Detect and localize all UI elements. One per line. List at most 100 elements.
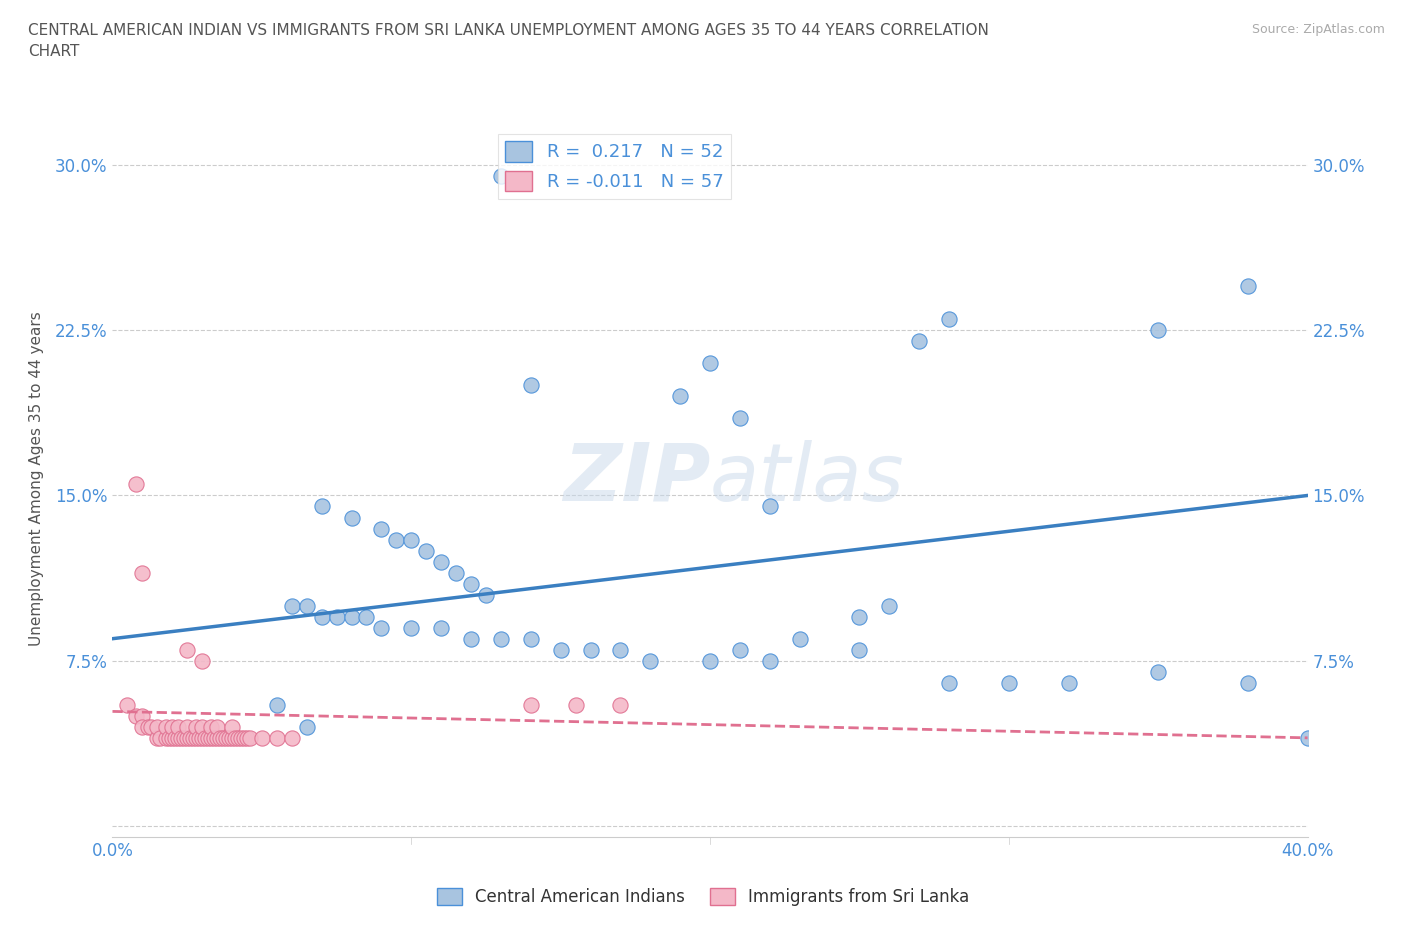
Point	[295, 720, 318, 735]
Point	[162, 720, 183, 735]
Point	[191, 720, 214, 735]
Point	[460, 631, 482, 646]
Point	[131, 709, 153, 724]
Point	[149, 730, 172, 745]
Point	[430, 554, 453, 569]
Point	[938, 312, 960, 326]
Point	[430, 620, 453, 635]
Text: CENTRAL AMERICAN INDIAN VS IMMIGRANTS FROM SRI LANKA UNEMPLOYMENT AMONG AGES 35 : CENTRAL AMERICAN INDIAN VS IMMIGRANTS FR…	[28, 23, 988, 60]
Point	[165, 730, 187, 745]
Point	[1057, 675, 1080, 690]
Point	[176, 720, 198, 735]
Point	[155, 730, 177, 745]
Point	[475, 587, 498, 602]
Point	[908, 334, 931, 349]
Point	[167, 730, 190, 745]
Point	[1147, 664, 1170, 679]
Point	[311, 609, 333, 624]
Point	[401, 532, 423, 547]
Point	[141, 720, 163, 735]
Point	[155, 720, 177, 735]
Point	[266, 698, 288, 712]
Point	[340, 510, 363, 525]
Point	[215, 730, 238, 745]
Legend: Central American Indians, Immigrants from Sri Lanka: Central American Indians, Immigrants fro…	[430, 881, 976, 912]
Point	[266, 730, 288, 745]
Point	[295, 598, 318, 613]
Point	[848, 609, 870, 624]
Point	[162, 730, 183, 745]
Point	[564, 698, 586, 712]
Point	[176, 730, 198, 745]
Point	[233, 730, 256, 745]
Point	[325, 609, 347, 624]
Point	[221, 730, 243, 745]
Point	[229, 730, 252, 745]
Point	[236, 730, 259, 745]
Point	[186, 720, 208, 735]
Point	[728, 411, 751, 426]
Point	[218, 730, 240, 745]
Point	[938, 675, 960, 690]
Point	[520, 378, 543, 392]
Point	[848, 643, 870, 658]
Y-axis label: Unemployment Among Ages 35 to 44 years: Unemployment Among Ages 35 to 44 years	[30, 312, 44, 646]
Point	[370, 521, 392, 536]
Point	[609, 698, 631, 712]
Point	[209, 730, 232, 745]
Point	[188, 730, 211, 745]
Point	[181, 730, 204, 745]
Point	[879, 598, 901, 613]
Point	[340, 609, 363, 624]
Point	[1147, 323, 1170, 338]
Point	[311, 499, 333, 514]
Point	[131, 720, 153, 735]
Point	[759, 499, 782, 514]
Point	[191, 730, 214, 745]
Point	[131, 565, 153, 580]
Point	[1296, 730, 1319, 745]
Point	[640, 653, 662, 668]
Point	[415, 543, 437, 558]
Point	[239, 730, 262, 745]
Point	[176, 643, 198, 658]
Point	[200, 730, 222, 745]
Point	[609, 643, 631, 658]
Point	[370, 620, 392, 635]
Point	[356, 609, 378, 624]
Point	[138, 720, 160, 735]
Text: ZIP: ZIP	[562, 440, 710, 518]
Point	[579, 643, 602, 658]
Point	[224, 730, 246, 745]
Point	[460, 577, 482, 591]
Point	[281, 730, 304, 745]
Text: Source: ZipAtlas.com: Source: ZipAtlas.com	[1251, 23, 1385, 36]
Point	[699, 356, 721, 371]
Legend: R =  0.217   N = 52, R = -0.011   N = 57: R = 0.217 N = 52, R = -0.011 N = 57	[498, 134, 731, 199]
Text: atlas: atlas	[710, 440, 905, 518]
Point	[200, 720, 222, 735]
Point	[125, 709, 148, 724]
Point	[173, 730, 195, 745]
Point	[281, 598, 304, 613]
Point	[669, 389, 692, 404]
Point	[401, 620, 423, 635]
Point	[998, 675, 1021, 690]
Point	[186, 730, 208, 745]
Point	[221, 720, 243, 735]
Point	[699, 653, 721, 668]
Point	[728, 643, 751, 658]
Point	[489, 168, 512, 183]
Point	[157, 730, 180, 745]
Point	[385, 532, 408, 547]
Point	[117, 698, 139, 712]
Point	[212, 730, 235, 745]
Point	[444, 565, 467, 580]
Point	[179, 730, 201, 745]
Point	[1237, 675, 1260, 690]
Point	[226, 730, 249, 745]
Point	[550, 643, 572, 658]
Point	[520, 631, 543, 646]
Point	[202, 730, 225, 745]
Point	[146, 730, 169, 745]
